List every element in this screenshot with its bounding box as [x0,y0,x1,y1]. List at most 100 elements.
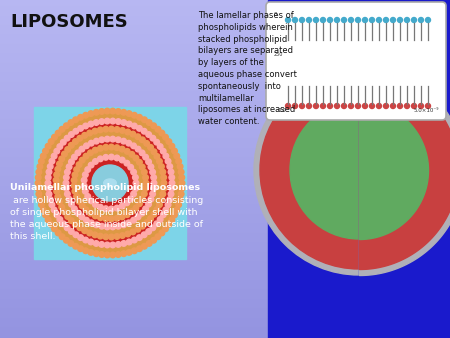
Circle shape [129,151,135,157]
Circle shape [108,234,114,240]
Circle shape [74,167,79,172]
Circle shape [148,145,153,150]
Circle shape [81,177,87,183]
Circle shape [114,234,120,239]
Circle shape [92,232,98,238]
Circle shape [99,242,104,247]
Circle shape [77,225,83,231]
Circle shape [128,165,134,170]
Circle shape [161,180,167,186]
Circle shape [99,252,104,257]
Circle shape [142,243,147,249]
Circle shape [45,186,51,191]
Circle shape [47,164,53,169]
Circle shape [135,146,141,152]
Circle shape [88,250,94,255]
Circle shape [158,144,163,149]
Circle shape [108,216,114,222]
Circle shape [292,18,297,23]
Circle shape [320,18,325,23]
Circle shape [143,186,148,191]
Circle shape [133,180,139,186]
Circle shape [342,103,346,108]
Circle shape [54,189,59,194]
Circle shape [124,161,130,166]
Circle shape [151,123,157,128]
Circle shape [177,164,183,169]
Circle shape [89,140,94,146]
Circle shape [320,103,325,108]
Circle shape [126,250,132,255]
Circle shape [163,207,169,213]
Circle shape [405,103,410,108]
Circle shape [172,148,177,154]
Circle shape [292,103,297,108]
Circle shape [124,149,130,154]
Circle shape [179,180,185,186]
Circle shape [98,127,103,133]
Circle shape [36,186,41,191]
Circle shape [120,128,125,133]
Circle shape [68,241,74,246]
Circle shape [40,153,46,159]
Circle shape [146,120,152,125]
Circle shape [83,237,89,243]
Circle shape [88,150,93,155]
Circle shape [56,129,164,237]
Text: 0.0: 0.0 [278,108,287,113]
Circle shape [116,137,121,143]
Circle shape [43,212,48,218]
Circle shape [87,130,92,136]
Circle shape [74,147,146,219]
Text: Unilamellar phospholipid liposomes: Unilamellar phospholipid liposomes [10,183,200,192]
Circle shape [141,191,147,197]
Circle shape [391,18,396,23]
Circle shape [59,204,64,210]
Circle shape [124,200,130,206]
Circle shape [254,65,450,275]
Circle shape [72,206,77,212]
Circle shape [168,169,174,175]
Circle shape [165,159,171,164]
Circle shape [73,232,79,238]
Circle shape [166,222,172,227]
Circle shape [80,203,85,209]
Circle shape [82,228,87,234]
Circle shape [137,126,142,131]
Circle shape [285,18,291,23]
Circle shape [411,18,417,23]
Circle shape [59,126,65,132]
Circle shape [63,175,69,180]
Circle shape [128,196,134,201]
Circle shape [160,191,166,197]
Circle shape [64,136,70,141]
Circle shape [131,237,137,243]
Circle shape [65,169,70,175]
Circle shape [88,239,94,245]
Circle shape [39,159,44,164]
Circle shape [121,110,126,115]
Circle shape [99,109,104,114]
Circle shape [148,216,153,221]
Circle shape [76,162,82,167]
Circle shape [116,119,121,124]
Circle shape [60,221,66,226]
Circle shape [54,172,59,177]
Circle shape [84,217,89,223]
Circle shape [131,143,136,149]
Circle shape [81,183,87,189]
Circle shape [82,189,88,194]
Circle shape [369,103,374,108]
Circle shape [110,252,116,258]
Circle shape [89,220,94,225]
Circle shape [104,224,110,230]
Circle shape [163,226,168,232]
Circle shape [328,18,333,23]
Circle shape [40,207,46,213]
Circle shape [65,214,71,219]
Circle shape [157,202,162,208]
Circle shape [160,169,166,175]
Circle shape [141,232,147,238]
Circle shape [114,145,120,150]
Circle shape [68,132,74,137]
